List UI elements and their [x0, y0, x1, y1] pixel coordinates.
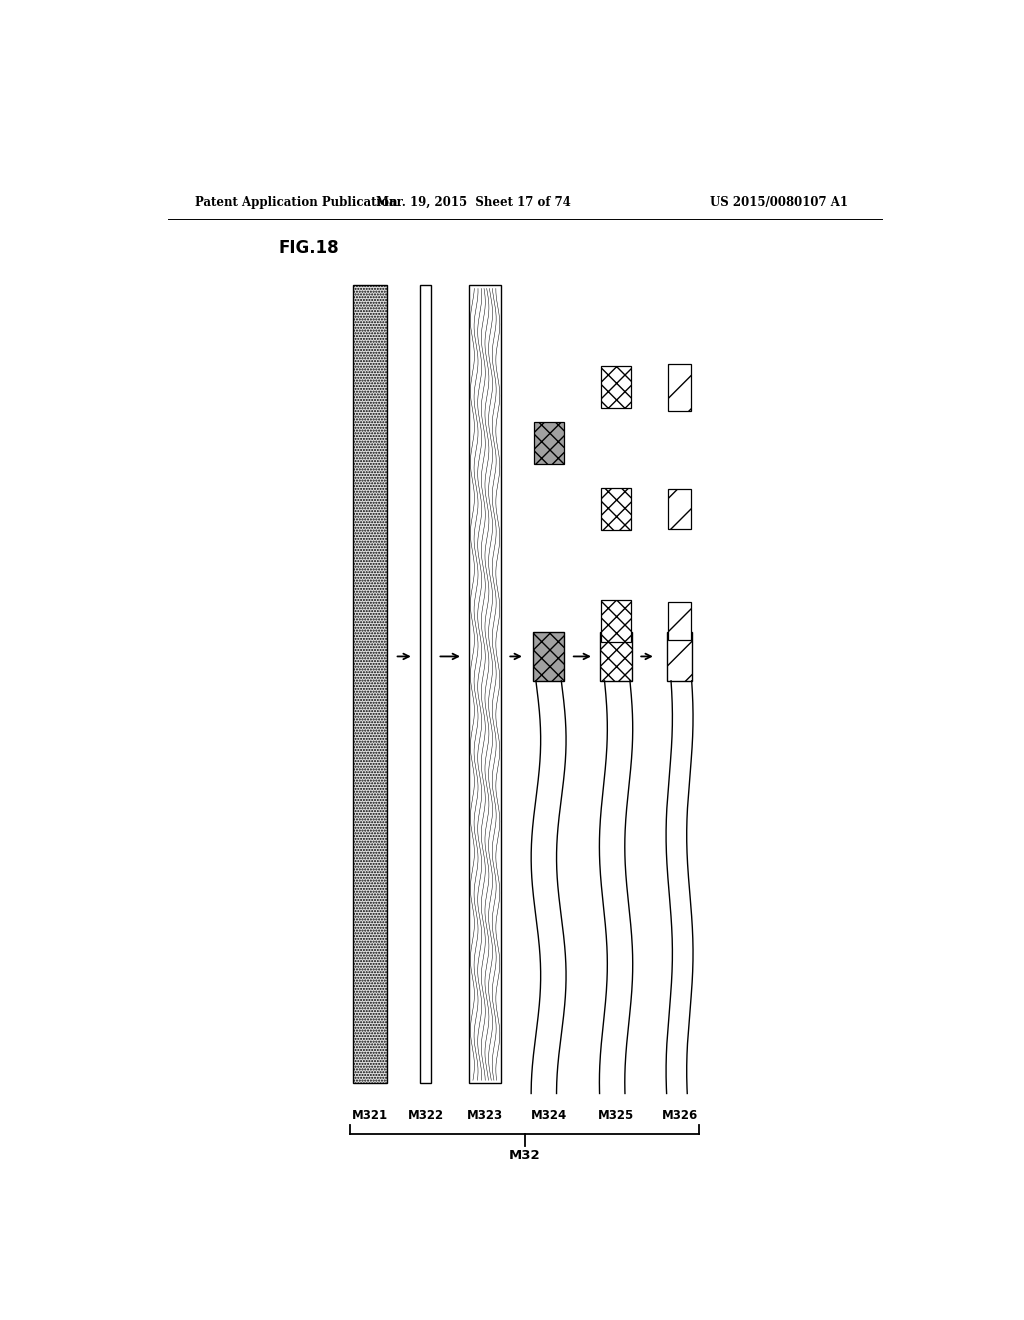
Text: M325: M325: [598, 1109, 634, 1122]
Text: M326: M326: [662, 1109, 697, 1122]
Text: M323: M323: [467, 1109, 503, 1122]
Bar: [534, 421, 563, 465]
Text: M32: M32: [509, 1148, 541, 1162]
Bar: [601, 599, 631, 643]
Text: US 2015/0080107 A1: US 2015/0080107 A1: [710, 195, 848, 209]
Text: Mar. 19, 2015  Sheet 17 of 74: Mar. 19, 2015 Sheet 17 of 74: [376, 195, 570, 209]
Text: Patent Application Publication: Patent Application Publication: [196, 195, 398, 209]
Bar: [532, 632, 564, 681]
Bar: [669, 602, 691, 640]
Bar: [600, 632, 632, 681]
Bar: [669, 488, 691, 529]
Bar: [420, 285, 431, 1084]
Text: FIG.18: FIG.18: [279, 239, 339, 257]
Bar: [601, 366, 631, 408]
Bar: [353, 285, 387, 1084]
Text: M321: M321: [352, 1109, 388, 1122]
Bar: [667, 632, 692, 681]
Bar: [601, 487, 631, 531]
Text: M324: M324: [530, 1109, 566, 1122]
Text: M322: M322: [408, 1109, 443, 1122]
Bar: [469, 285, 501, 1084]
Bar: [669, 363, 691, 411]
